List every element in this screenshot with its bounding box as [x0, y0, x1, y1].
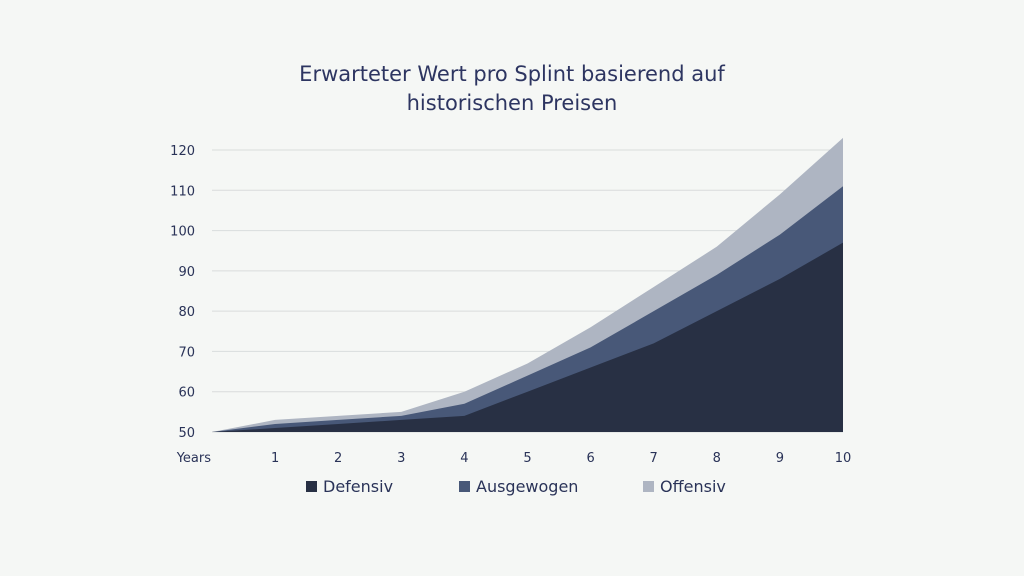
legend-label-ausgewogen: Ausgewogen — [476, 477, 579, 496]
y-axis-ticks: 50 60 70 80 90 100 110 120 — [170, 144, 195, 441]
x-tick-label: 3 — [397, 451, 405, 466]
x-tick-label: 4 — [460, 451, 468, 466]
x-tick-label: 7 — [650, 451, 658, 466]
legend-swatch-ausgewogen — [459, 481, 470, 492]
chart-title-line-1: Erwarteter Wert pro Splint basierend auf — [299, 62, 725, 86]
legend-item-offensiv: Offensiv — [643, 477, 726, 496]
x-tick-label: 1 — [271, 451, 279, 466]
y-tick-label: 60 — [178, 386, 195, 401]
y-tick-label: 70 — [178, 345, 195, 360]
x-axis-ticks: Years 1 2 3 4 5 6 7 8 9 10 — [176, 451, 852, 466]
legend-label-defensiv: Defensiv — [323, 477, 394, 496]
y-tick-label: 50 — [178, 426, 195, 441]
area-defensiv — [212, 242, 843, 432]
x-tick-label: 6 — [586, 451, 594, 466]
chart-title-line-2: historischen Preisen — [406, 91, 618, 115]
x-tick-label: 9 — [776, 451, 784, 466]
legend-swatch-defensiv — [306, 481, 317, 492]
x-tick-label: 8 — [713, 451, 721, 466]
legend-item-ausgewogen: Ausgewogen — [459, 477, 578, 496]
y-tick-label: 90 — [178, 265, 195, 280]
legend-swatch-offensiv — [643, 481, 654, 492]
x-tick-label: 2 — [334, 451, 342, 466]
legend-item-defensiv: Defensiv — [306, 477, 393, 496]
series-areas — [212, 137, 843, 432]
x-tick-label: 5 — [523, 451, 531, 466]
y-tick-label: 100 — [170, 225, 195, 240]
x-tick-label: 10 — [835, 451, 852, 466]
y-tick-label: 110 — [170, 184, 195, 199]
chart-title: Erwarteter Wert pro Splint basierend auf… — [0, 60, 1024, 118]
y-tick-label: 80 — [178, 305, 195, 320]
x-axis-label: Years — [176, 451, 212, 466]
legend-label-offensiv: Offensiv — [660, 477, 726, 496]
y-tick-label: 120 — [170, 144, 195, 159]
